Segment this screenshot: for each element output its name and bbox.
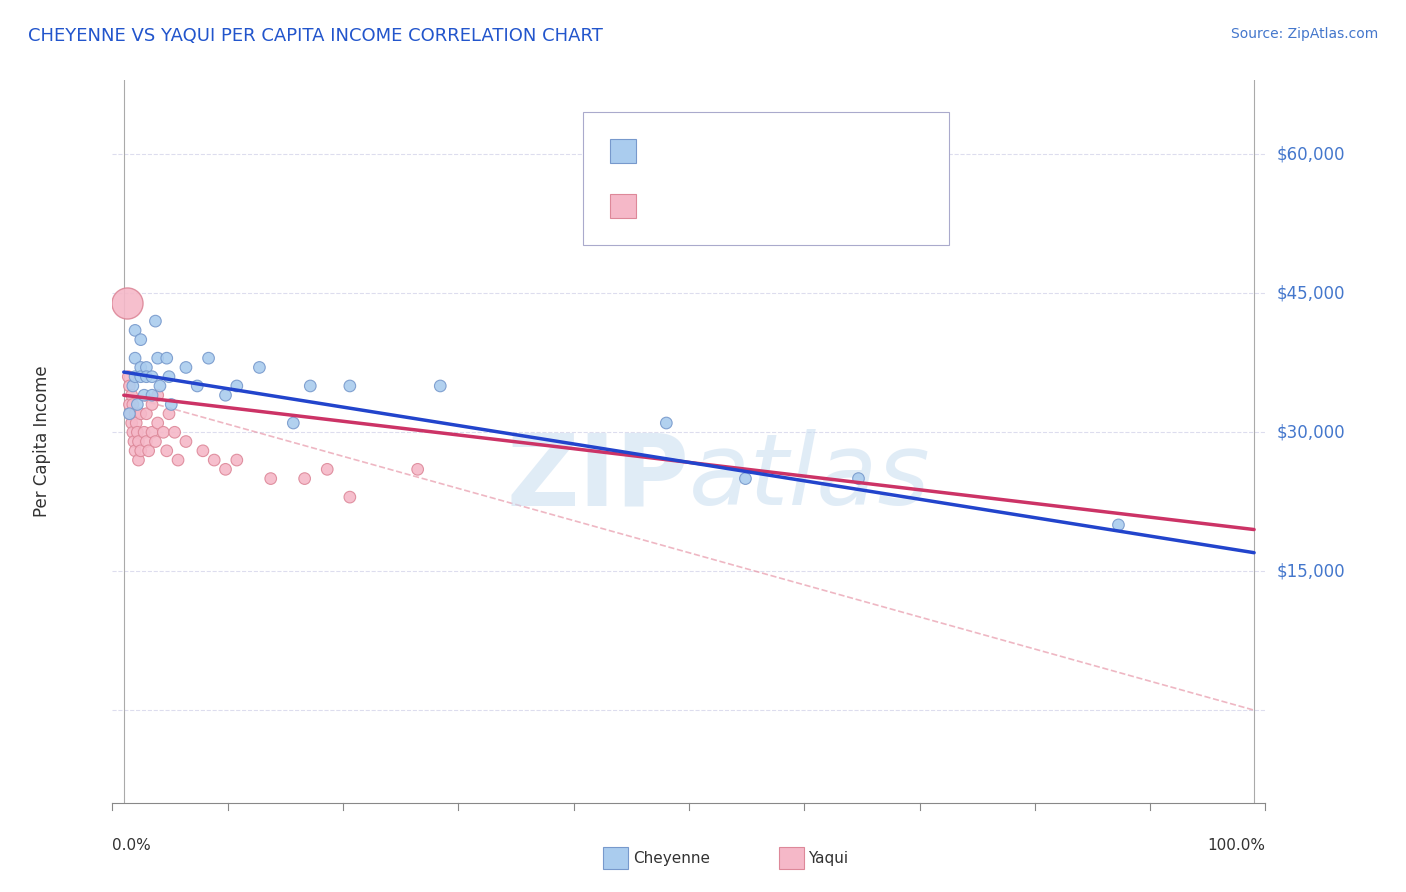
Text: R = -0.530   N = 34: R = -0.530 N = 34: [648, 142, 811, 160]
Point: [160, 397, 183, 411]
Point: [260, 472, 283, 486]
Point: [129, 333, 152, 347]
Point: [124, 443, 146, 458]
Point: [141, 397, 163, 411]
Point: [127, 453, 149, 467]
Point: [339, 490, 361, 504]
Point: [127, 397, 149, 411]
Point: [339, 379, 361, 393]
Text: $15,000: $15,000: [1277, 562, 1346, 580]
Point: [127, 434, 149, 449]
Point: [214, 462, 236, 476]
Point: [283, 416, 305, 430]
Point: [225, 453, 247, 467]
Point: [125, 416, 148, 430]
Point: [202, 453, 225, 467]
Text: $45,000: $45,000: [1277, 285, 1346, 302]
Point: [734, 472, 756, 486]
Text: 0.0%: 0.0%: [112, 838, 152, 854]
Point: [121, 388, 143, 402]
Point: [174, 434, 197, 449]
Point: [122, 434, 145, 449]
Point: [186, 379, 208, 393]
Text: $60,000: $60,000: [1277, 145, 1346, 163]
Point: [848, 472, 870, 486]
Point: [157, 407, 180, 421]
Text: Cheyenne: Cheyenne: [633, 851, 710, 865]
Point: [124, 369, 146, 384]
Point: [135, 369, 157, 384]
Text: Yaqui: Yaqui: [808, 851, 849, 865]
Point: [146, 351, 169, 366]
Point: [124, 351, 146, 366]
Point: [156, 351, 179, 366]
Point: [163, 425, 186, 440]
Point: [225, 379, 247, 393]
Point: [124, 407, 146, 421]
Point: [121, 379, 143, 393]
Point: [156, 443, 179, 458]
Point: [135, 407, 157, 421]
Text: Per Capita Income: Per Capita Income: [34, 366, 51, 517]
Point: [121, 416, 143, 430]
Text: Source: ZipAtlas.com: Source: ZipAtlas.com: [1230, 27, 1378, 41]
Point: [141, 369, 163, 384]
Text: 100.0%: 100.0%: [1208, 838, 1265, 854]
Point: [316, 462, 339, 476]
Point: [146, 388, 169, 402]
Text: atlas: atlas: [689, 429, 931, 526]
Point: [145, 434, 167, 449]
Point: [214, 388, 236, 402]
Point: [429, 379, 451, 393]
Point: [129, 369, 152, 384]
Point: [138, 443, 160, 458]
Point: [299, 379, 322, 393]
Point: [121, 425, 143, 440]
Point: [157, 369, 180, 384]
Point: [118, 379, 141, 393]
Point: [135, 434, 157, 449]
Point: [152, 425, 174, 440]
Text: CHEYENNE VS YAQUI PER CAPITA INCOME CORRELATION CHART: CHEYENNE VS YAQUI PER CAPITA INCOME CORR…: [28, 27, 603, 45]
Point: [191, 443, 214, 458]
Point: [127, 425, 149, 440]
Point: [118, 407, 141, 421]
Point: [406, 462, 429, 476]
Point: [141, 388, 163, 402]
Point: [141, 425, 163, 440]
Point: [129, 407, 152, 421]
Text: $30,000: $30,000: [1277, 424, 1346, 442]
Point: [149, 379, 172, 393]
Point: [121, 397, 143, 411]
Point: [124, 323, 146, 337]
Point: [134, 388, 156, 402]
Point: [120, 407, 142, 421]
Point: [115, 295, 138, 310]
Point: [249, 360, 271, 375]
Point: [129, 443, 152, 458]
Point: [117, 369, 139, 384]
Point: [118, 397, 141, 411]
Point: [145, 314, 167, 328]
Point: [294, 472, 316, 486]
Point: [1107, 517, 1129, 532]
Point: [134, 425, 156, 440]
Point: [167, 453, 190, 467]
Point: [655, 416, 678, 430]
Point: [146, 416, 169, 430]
Point: [174, 360, 197, 375]
Text: R = -0.148   N = 41: R = -0.148 N = 41: [648, 197, 811, 215]
Point: [129, 360, 152, 375]
Point: [197, 351, 219, 366]
Text: ZIP: ZIP: [506, 429, 689, 526]
Point: [135, 360, 157, 375]
